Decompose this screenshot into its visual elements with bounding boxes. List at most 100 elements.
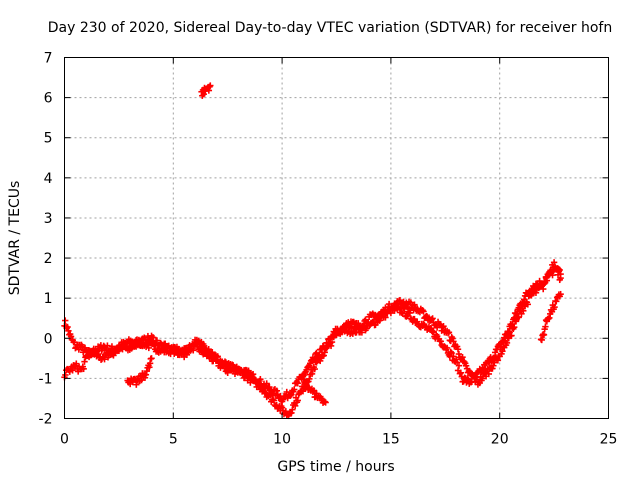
data-point (256, 381, 263, 388)
data-point (148, 355, 155, 362)
data-point (447, 348, 454, 356)
data-point (64, 323, 71, 331)
data-point (360, 322, 367, 329)
data-point (557, 290, 564, 298)
y-tick-label: 6 (44, 91, 53, 107)
x-tick-label: 20 (491, 432, 509, 448)
y-axis-label: SDTVAR / TECUs (7, 181, 23, 296)
data-point (288, 409, 295, 417)
data-point (376, 317, 384, 324)
data-point (133, 381, 140, 388)
data-point (443, 344, 451, 352)
data-point (150, 334, 157, 341)
data-point (266, 383, 273, 391)
y-tick-label: 2 (44, 251, 53, 267)
data-point (499, 348, 506, 355)
data-point (542, 323, 549, 330)
data-point (320, 352, 328, 359)
data-point (316, 357, 324, 365)
data-point (171, 343, 178, 351)
data-point (188, 346, 195, 353)
data-point (420, 308, 427, 315)
data-point (294, 380, 301, 387)
data-point (551, 303, 558, 311)
data-point (137, 342, 144, 349)
data-point (101, 355, 108, 363)
data-point (454, 346, 462, 353)
data-point (485, 370, 493, 378)
y-tick-label: 3 (44, 211, 53, 227)
data-point (239, 368, 246, 375)
data-point (494, 357, 502, 364)
data-point (299, 387, 307, 395)
data-point (459, 353, 466, 361)
data-point (179, 346, 186, 354)
data-point (429, 315, 436, 322)
data-point (273, 387, 281, 394)
y-tick-label: 5 (44, 131, 53, 147)
data-point (383, 309, 390, 317)
data-point (270, 397, 278, 404)
data-point (221, 358, 229, 365)
data-point (385, 300, 393, 308)
data-point (464, 375, 471, 382)
data-point (398, 309, 405, 316)
data-point (508, 332, 515, 339)
data-point (545, 272, 552, 279)
data-point (145, 344, 153, 352)
data-point (364, 319, 371, 327)
y-tick-label: -2 (39, 412, 53, 428)
data-point (338, 328, 346, 336)
data-point (524, 301, 532, 308)
data-point (289, 406, 296, 413)
y-tick-label: -1 (39, 371, 53, 387)
data-point (183, 351, 191, 359)
data-point (440, 323, 447, 330)
data-point (67, 333, 75, 340)
data-point (457, 369, 465, 376)
data-point (80, 365, 87, 373)
data-point (358, 329, 366, 336)
data-point (81, 358, 88, 365)
data-point (327, 342, 335, 350)
y-tick-label: 4 (44, 171, 53, 187)
data-point (557, 270, 564, 278)
data-point (455, 362, 463, 369)
data-point (455, 350, 463, 358)
data-point (550, 259, 558, 266)
data-point (540, 280, 548, 288)
data-point (346, 323, 354, 330)
data-points (61, 82, 564, 420)
data-point (322, 399, 329, 406)
data-point (287, 392, 294, 399)
data-point (540, 285, 547, 293)
grid-lines (64, 57, 609, 419)
data-point (205, 345, 212, 353)
data-point (138, 376, 145, 384)
x-tick-label: 0 (60, 432, 69, 448)
data-point (491, 359, 498, 366)
data-point (520, 307, 527, 314)
data-point (291, 402, 299, 410)
data-point (308, 370, 316, 378)
data-point (104, 342, 111, 349)
data-point (394, 303, 402, 311)
data-point (365, 319, 372, 326)
data-point (73, 360, 80, 367)
data-point (449, 335, 456, 342)
data-point (266, 391, 273, 398)
data-point (141, 374, 149, 381)
data-point (543, 277, 551, 284)
data-point (306, 375, 313, 383)
data-point (143, 367, 150, 375)
data-point (328, 338, 336, 346)
data-point (62, 317, 69, 324)
data-point (291, 386, 298, 393)
data-point (445, 329, 453, 336)
chart-title: Day 230 of 2020, Sidereal Day-to-day VTE… (48, 20, 612, 36)
y-tick-label: 0 (44, 331, 53, 347)
data-point (553, 298, 560, 305)
data-point (503, 339, 511, 347)
data-point (505, 328, 512, 335)
data-point (141, 334, 148, 341)
